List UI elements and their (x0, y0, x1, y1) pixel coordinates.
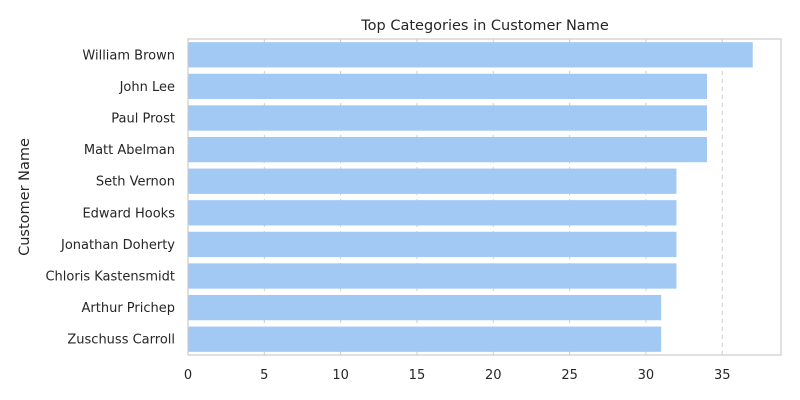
y-tick-label: Jonathan Doherty (60, 238, 175, 253)
x-tick-label: 5 (260, 368, 268, 383)
y-tick-label: Arthur Prichep (82, 301, 176, 316)
bar (188, 168, 677, 194)
y-tick-labels: William Brown John Lee Paul Prost Matt Abel… (45, 48, 175, 347)
bar (188, 263, 677, 289)
bar (188, 136, 707, 163)
bar (188, 105, 707, 131)
x-tick-label: 25 (561, 368, 578, 383)
y-tick-label: Seth Vernon (96, 175, 175, 190)
y-tick-label: Zuschuss Carroll (67, 333, 175, 348)
bars (188, 42, 753, 352)
x-tick-label: 15 (409, 368, 426, 383)
bar (188, 326, 662, 352)
x-tick-label: 20 (485, 368, 502, 383)
bar (188, 231, 677, 258)
y-tick-label: Matt Abelman (84, 143, 175, 158)
plot-frame (187, 38, 782, 356)
x-tick-label: 0 (184, 368, 192, 383)
bar (188, 294, 662, 321)
bar (188, 200, 677, 226)
y-tick-label: Paul Prost (111, 112, 175, 127)
x-tick-labels: 0 5 10 15 20 25 30 35 (184, 368, 731, 383)
chart-title: Top Categories in Customer Name (360, 18, 609, 34)
bar (188, 42, 753, 68)
bar (188, 73, 707, 100)
y-tick-label: Edward Hooks (82, 206, 175, 221)
y-axis-label: Customer Name (17, 138, 33, 256)
x-tick-label: 30 (638, 368, 655, 383)
y-tick-label: Chloris Kastensmidt (45, 270, 175, 285)
x-tick-label: 35 (714, 368, 731, 383)
x-tick-label: 10 (332, 368, 349, 383)
y-tick-label: John Lee (119, 80, 175, 95)
y-tick-label: William Brown (82, 48, 175, 63)
